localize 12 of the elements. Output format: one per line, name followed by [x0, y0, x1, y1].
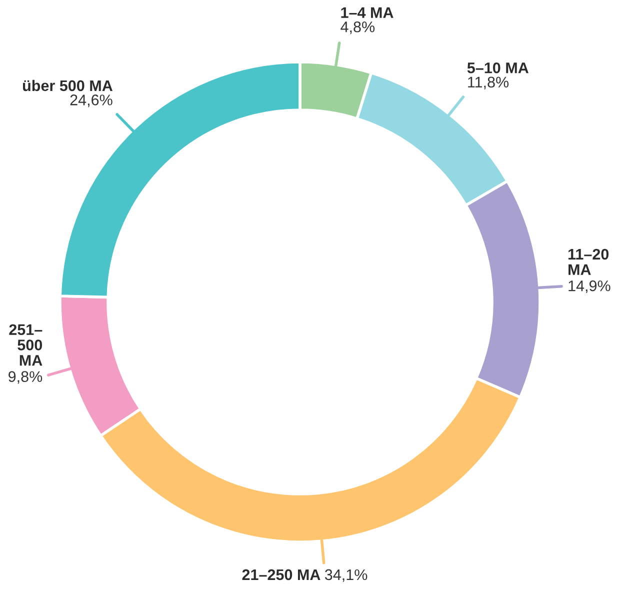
data-label: 34,1%	[324, 569, 368, 582]
data-label: 14,9%	[568, 280, 610, 294]
data-label: 24,6%	[70, 94, 112, 108]
slice-label: 21–250 MA	[242, 569, 320, 580]
slice-label: 251– 500 MA	[9, 324, 42, 366]
data-label: 11,8%	[468, 76, 509, 90]
slice-label: 11–20 MA	[568, 248, 609, 275]
slice-label: 1–4 MA	[341, 7, 394, 18]
data-label: 9,8%	[8, 371, 42, 384]
slice-label: 5–10 MA	[467, 62, 528, 74]
data-label: 4,8%	[340, 21, 375, 34]
slice-label: über 500 MA	[23, 80, 112, 92]
